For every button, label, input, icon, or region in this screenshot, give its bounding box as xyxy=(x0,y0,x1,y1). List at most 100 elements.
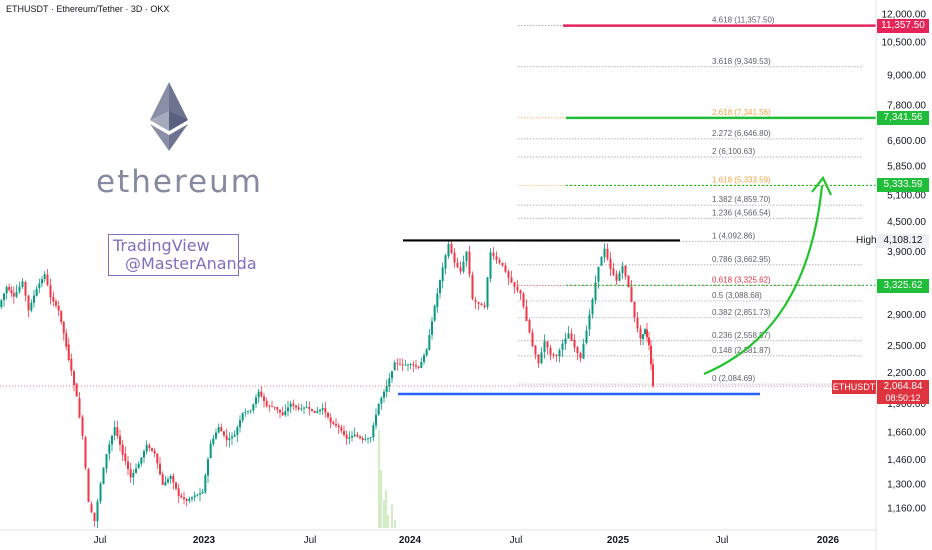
candle-body xyxy=(313,410,316,414)
candle-body xyxy=(585,330,588,344)
candle-body xyxy=(225,435,228,441)
watermark-line-1: TradingView xyxy=(113,236,210,255)
candle-body xyxy=(70,358,73,371)
candle-body xyxy=(471,274,474,300)
y-tick-label: 5,100.00 xyxy=(887,190,926,201)
candle-body xyxy=(329,417,332,423)
candle-body xyxy=(0,300,3,308)
candle-body xyxy=(361,438,364,440)
candle-body xyxy=(356,434,359,437)
fib-level-label: 0.786 (3,662.95) xyxy=(712,255,771,264)
candle-body xyxy=(193,495,196,498)
high-value-tag[interactable]: 4,108.12 xyxy=(877,234,929,248)
fib-level-label: 1.236 (4,566.54) xyxy=(712,208,771,217)
candle-body xyxy=(151,448,153,451)
candle-body xyxy=(351,436,353,438)
candle-body xyxy=(579,352,582,359)
y-tick-label: 1,660.00 xyxy=(887,428,926,439)
candle-body xyxy=(606,248,609,259)
candle-body xyxy=(459,267,462,272)
candle-body xyxy=(27,295,30,311)
candle-body xyxy=(546,341,549,348)
candle-body xyxy=(618,273,621,281)
candle-body xyxy=(30,302,33,311)
candle-body xyxy=(15,291,18,297)
candle-body xyxy=(57,305,60,311)
candle-body xyxy=(252,404,255,411)
candle-body xyxy=(65,333,68,347)
price-tag-7341[interactable]: 7,341.56 xyxy=(877,111,929,125)
candle-body xyxy=(90,504,93,513)
candle-body xyxy=(167,479,169,483)
candle-body xyxy=(644,329,646,334)
high-label: High xyxy=(856,235,877,246)
candle-body xyxy=(295,405,297,408)
candle-body xyxy=(99,483,102,502)
candle-body xyxy=(552,354,555,356)
candle-body xyxy=(8,286,11,291)
candle-body xyxy=(209,443,212,459)
candle-body xyxy=(501,262,504,266)
candle-body xyxy=(519,290,522,294)
x-tick-label: Jul xyxy=(94,535,107,546)
candle-body xyxy=(401,364,404,366)
candle-body xyxy=(404,364,407,366)
candle-body xyxy=(335,423,337,426)
candle-body xyxy=(60,310,63,323)
candle-body xyxy=(183,497,185,500)
candle-body xyxy=(409,364,412,366)
candle-body xyxy=(217,426,220,433)
candle-body xyxy=(567,333,570,339)
candle-body xyxy=(268,405,271,407)
candle-body xyxy=(570,333,573,341)
candle-body xyxy=(87,469,90,503)
candle-body xyxy=(636,317,639,329)
y-tick-label: 4,500.00 xyxy=(887,217,926,228)
candle-body xyxy=(35,288,38,296)
candle-body xyxy=(436,293,439,308)
candle-body xyxy=(303,407,305,409)
candle-series xyxy=(0,239,654,529)
y-tick-label: 2,500.00 xyxy=(887,341,926,352)
candle-body xyxy=(388,378,391,387)
fib-retracement: 4.618 (11,357.50) 3.618 (9,349.53) 2.618 (… xyxy=(518,16,862,385)
price-tag-3325[interactable]: 3,325.62 xyxy=(877,279,929,293)
candle-body xyxy=(148,445,151,449)
candle-body xyxy=(420,361,423,368)
candle-body xyxy=(78,398,81,418)
y-tick-label: 6,600.00 xyxy=(887,136,926,147)
watermark-box: TradingView @MasterAnanda xyxy=(108,234,257,276)
candle-body xyxy=(648,337,650,346)
candle-body xyxy=(279,409,281,413)
price-tag-11357[interactable]: 11,357.50 xyxy=(877,19,929,33)
x-tick-label: Jul xyxy=(510,535,523,546)
candle-body xyxy=(391,371,393,379)
candle-body xyxy=(49,285,52,298)
candle-body xyxy=(507,271,510,278)
candle-body xyxy=(67,344,70,361)
candle-body xyxy=(489,252,492,279)
candle-body xyxy=(55,301,57,306)
candle-body xyxy=(33,295,35,303)
price-tag-5333[interactable]: 5,333.59 xyxy=(877,178,929,192)
candle-body xyxy=(308,407,311,409)
candle-body xyxy=(480,303,483,306)
last-price-tag[interactable]: 2,064.84 xyxy=(877,380,929,394)
candle-body xyxy=(271,406,273,408)
fib-level-label: 0.618 (3,325.62) xyxy=(712,275,771,284)
candle-body xyxy=(486,277,489,308)
candle-body xyxy=(439,280,441,294)
candle-body xyxy=(161,474,164,485)
candle-body xyxy=(143,451,145,458)
y-tick-label: 7,800.00 xyxy=(887,101,926,112)
candle-body xyxy=(287,407,289,412)
candle-body xyxy=(615,274,618,281)
candle-body xyxy=(319,409,321,412)
candle-body xyxy=(332,422,335,424)
candle-body xyxy=(276,407,279,410)
candle-body xyxy=(212,438,215,445)
watermark-line-2: @MasterAnanda xyxy=(125,254,257,273)
candle-body xyxy=(582,343,585,359)
candle-body xyxy=(119,435,121,445)
